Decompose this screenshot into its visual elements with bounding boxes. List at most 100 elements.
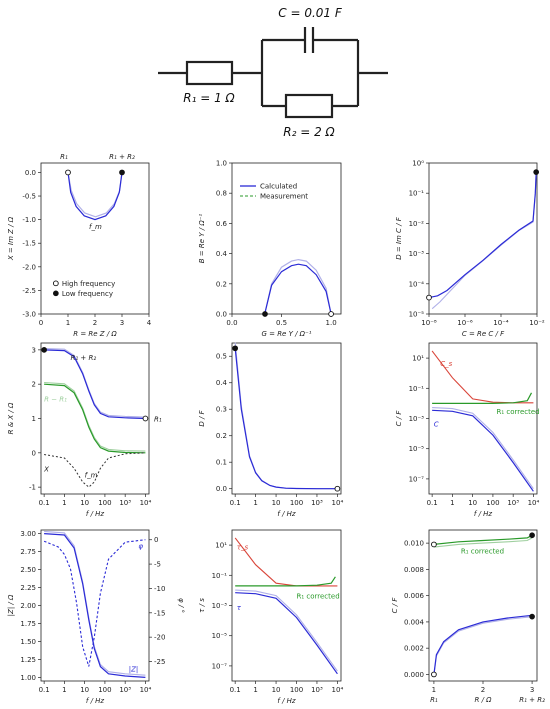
series-r — [44, 349, 146, 420]
series-calculated — [433, 614, 533, 675]
annotation: R − R₁ — [44, 395, 67, 403]
y-tick-label: 1 — [32, 415, 36, 423]
x-tick-label: 10 — [468, 499, 477, 507]
y-right-tick-label: -5 — [154, 561, 161, 569]
annotation: φ — [138, 543, 143, 551]
y-tick-label: 10⁻¹ — [409, 385, 425, 393]
y-tick-label: 0.4 — [216, 379, 228, 387]
chart-cr_plot: 1 2 3 R₁ R₁ + R₂ 0.010 0.008 0.006 0.004 0.002 0.0… — [391, 529, 545, 704]
y-axis-label: R & X / Ω — [7, 402, 15, 434]
annotation: R₁ — [154, 416, 162, 424]
x-tick-label: 10⁴ — [332, 499, 344, 507]
series-r1-corrected — [432, 392, 533, 404]
resistor-r2 — [284, 93, 334, 119]
y-tick-label: 10⁻⁵ — [409, 311, 425, 319]
y-axis-label: X = Im Z / Ω — [7, 216, 15, 261]
x-tick-label: 100 — [290, 686, 303, 694]
plot-frame — [428, 162, 538, 315]
x-axis-label: f / Hz — [86, 697, 105, 705]
x-tick-label: 0.1 — [427, 499, 438, 507]
y-tick-label: 10¹ — [412, 355, 424, 363]
legend-marker-open — [52, 280, 59, 287]
x-tick-label: 10³ — [507, 499, 519, 507]
y-tick-label: 10⁻¹ — [409, 190, 425, 198]
y-tick-label: 3.00 — [20, 530, 36, 538]
x-tick-label: 10³ — [311, 686, 323, 694]
annotation: C — [434, 420, 439, 428]
y-tick-label: 0.1 — [216, 459, 227, 467]
y-tick-label: 10⁻³ — [212, 602, 228, 610]
x-tick-label: 1 — [62, 686, 66, 694]
chart-bode_z_phase: 0.1 1 10 100 10³ 10⁴ 3.00 2.75 2.50 2.25 2.00 1.75 1… — [7, 529, 185, 705]
y-tick-label: 0.010 — [404, 540, 424, 548]
y-tick-label: 0.5 — [216, 353, 227, 361]
annotation: R₁ — [60, 153, 68, 161]
x-tick-label: 10⁴ — [140, 686, 152, 694]
annotation: τ — [237, 604, 242, 612]
plot-frame — [231, 162, 342, 315]
y-tick-label: -1.0 — [22, 216, 36, 224]
series-cs — [431, 350, 534, 404]
x-tick-label: 2 — [481, 686, 485, 694]
low-frequency-marker — [232, 345, 239, 352]
y-axis-label: D = Im C / F — [395, 216, 403, 260]
legend-marker-filled — [52, 290, 59, 297]
x-tick-label: 100 — [98, 499, 111, 507]
x-tick-label: 10 — [80, 499, 89, 507]
series-calculated-light — [433, 616, 533, 676]
y-tick-label: 1.25 — [20, 656, 36, 664]
series-calculated — [67, 172, 123, 221]
series-calculated — [428, 172, 537, 299]
low-frequency-marker — [41, 347, 47, 353]
y-right-tick-label: -20 — [154, 634, 165, 642]
series-r-minus-r1 — [44, 383, 146, 454]
marker-open — [431, 541, 437, 548]
x-axis-label: f / Hz — [474, 510, 493, 518]
y-tick-label: 1.00 — [20, 674, 36, 682]
y-tick-label: 2.00 — [20, 602, 36, 610]
low-frequency-marker — [262, 311, 268, 317]
annotation: f_m — [85, 472, 98, 480]
high-frequency-marker — [328, 311, 334, 317]
x-tick-label: 1 — [253, 686, 257, 694]
x-axis-label: f / Hz — [277, 697, 296, 705]
x-axis-label: G = Re Y / Ω⁻¹ — [261, 330, 311, 338]
annotation: C_s — [440, 360, 452, 368]
y-right-tick-label: -10 — [154, 585, 165, 593]
y-tick-label: 0.004 — [404, 618, 425, 626]
y-tick-label: -2.0 — [22, 263, 36, 271]
annotation: f_m — [89, 223, 102, 231]
y-tick-label: 10⁻⁵ — [212, 632, 228, 640]
x-tick-label: 0 — [39, 319, 43, 327]
x-tick-label: 1.0 — [326, 319, 337, 327]
y-tick-label: 1.50 — [20, 638, 36, 646]
series-tau — [235, 592, 338, 675]
circuit-diagram: C = 0.01 F R₁ = 1 Ω R₂ = 2 Ω — [158, 6, 388, 139]
legend-label: Low frequency — [62, 290, 113, 298]
y-tick-label: 10⁻³ — [409, 250, 425, 258]
x-tick-label: 1 — [62, 499, 66, 507]
y-tick-label: 2.50 — [20, 566, 36, 574]
x-tick-label: 1 — [450, 499, 454, 507]
resistor-r1 — [185, 60, 234, 86]
y-tick-label: 0.8 — [216, 190, 227, 198]
y-right-axis-label: φ / ° — [177, 598, 185, 613]
r1-label: R₁ = 1 Ω — [183, 91, 235, 105]
x-tick-label: 10³ — [119, 499, 131, 507]
x-tick-label: 3 — [530, 686, 534, 694]
low-frequency-marker — [529, 613, 535, 620]
x-tick-label: 0.1 — [39, 499, 50, 507]
legend-label: Measurement — [260, 193, 308, 201]
series-measurement — [234, 342, 338, 490]
high-frequency-marker — [334, 485, 341, 492]
x-tick-label: 10³ — [119, 686, 131, 694]
x-tick-label: 0.0 — [226, 319, 237, 327]
y-tick-label: 0.000 — [404, 671, 424, 679]
x-tick-label: 4 — [147, 319, 152, 327]
y-right-tick-label: 0 — [154, 536, 158, 544]
x-tick-label: 100 — [290, 499, 303, 507]
y-axis-label: τ / s — [198, 598, 206, 613]
chart-complex_capacitance: 10⁻⁸ 10⁻⁶ 10⁻⁴ 10⁻² 10⁻⁵ 10⁻⁴ 10⁻³ 10⁻² 10⁻¹ 10⁰ C… — [395, 160, 545, 339]
